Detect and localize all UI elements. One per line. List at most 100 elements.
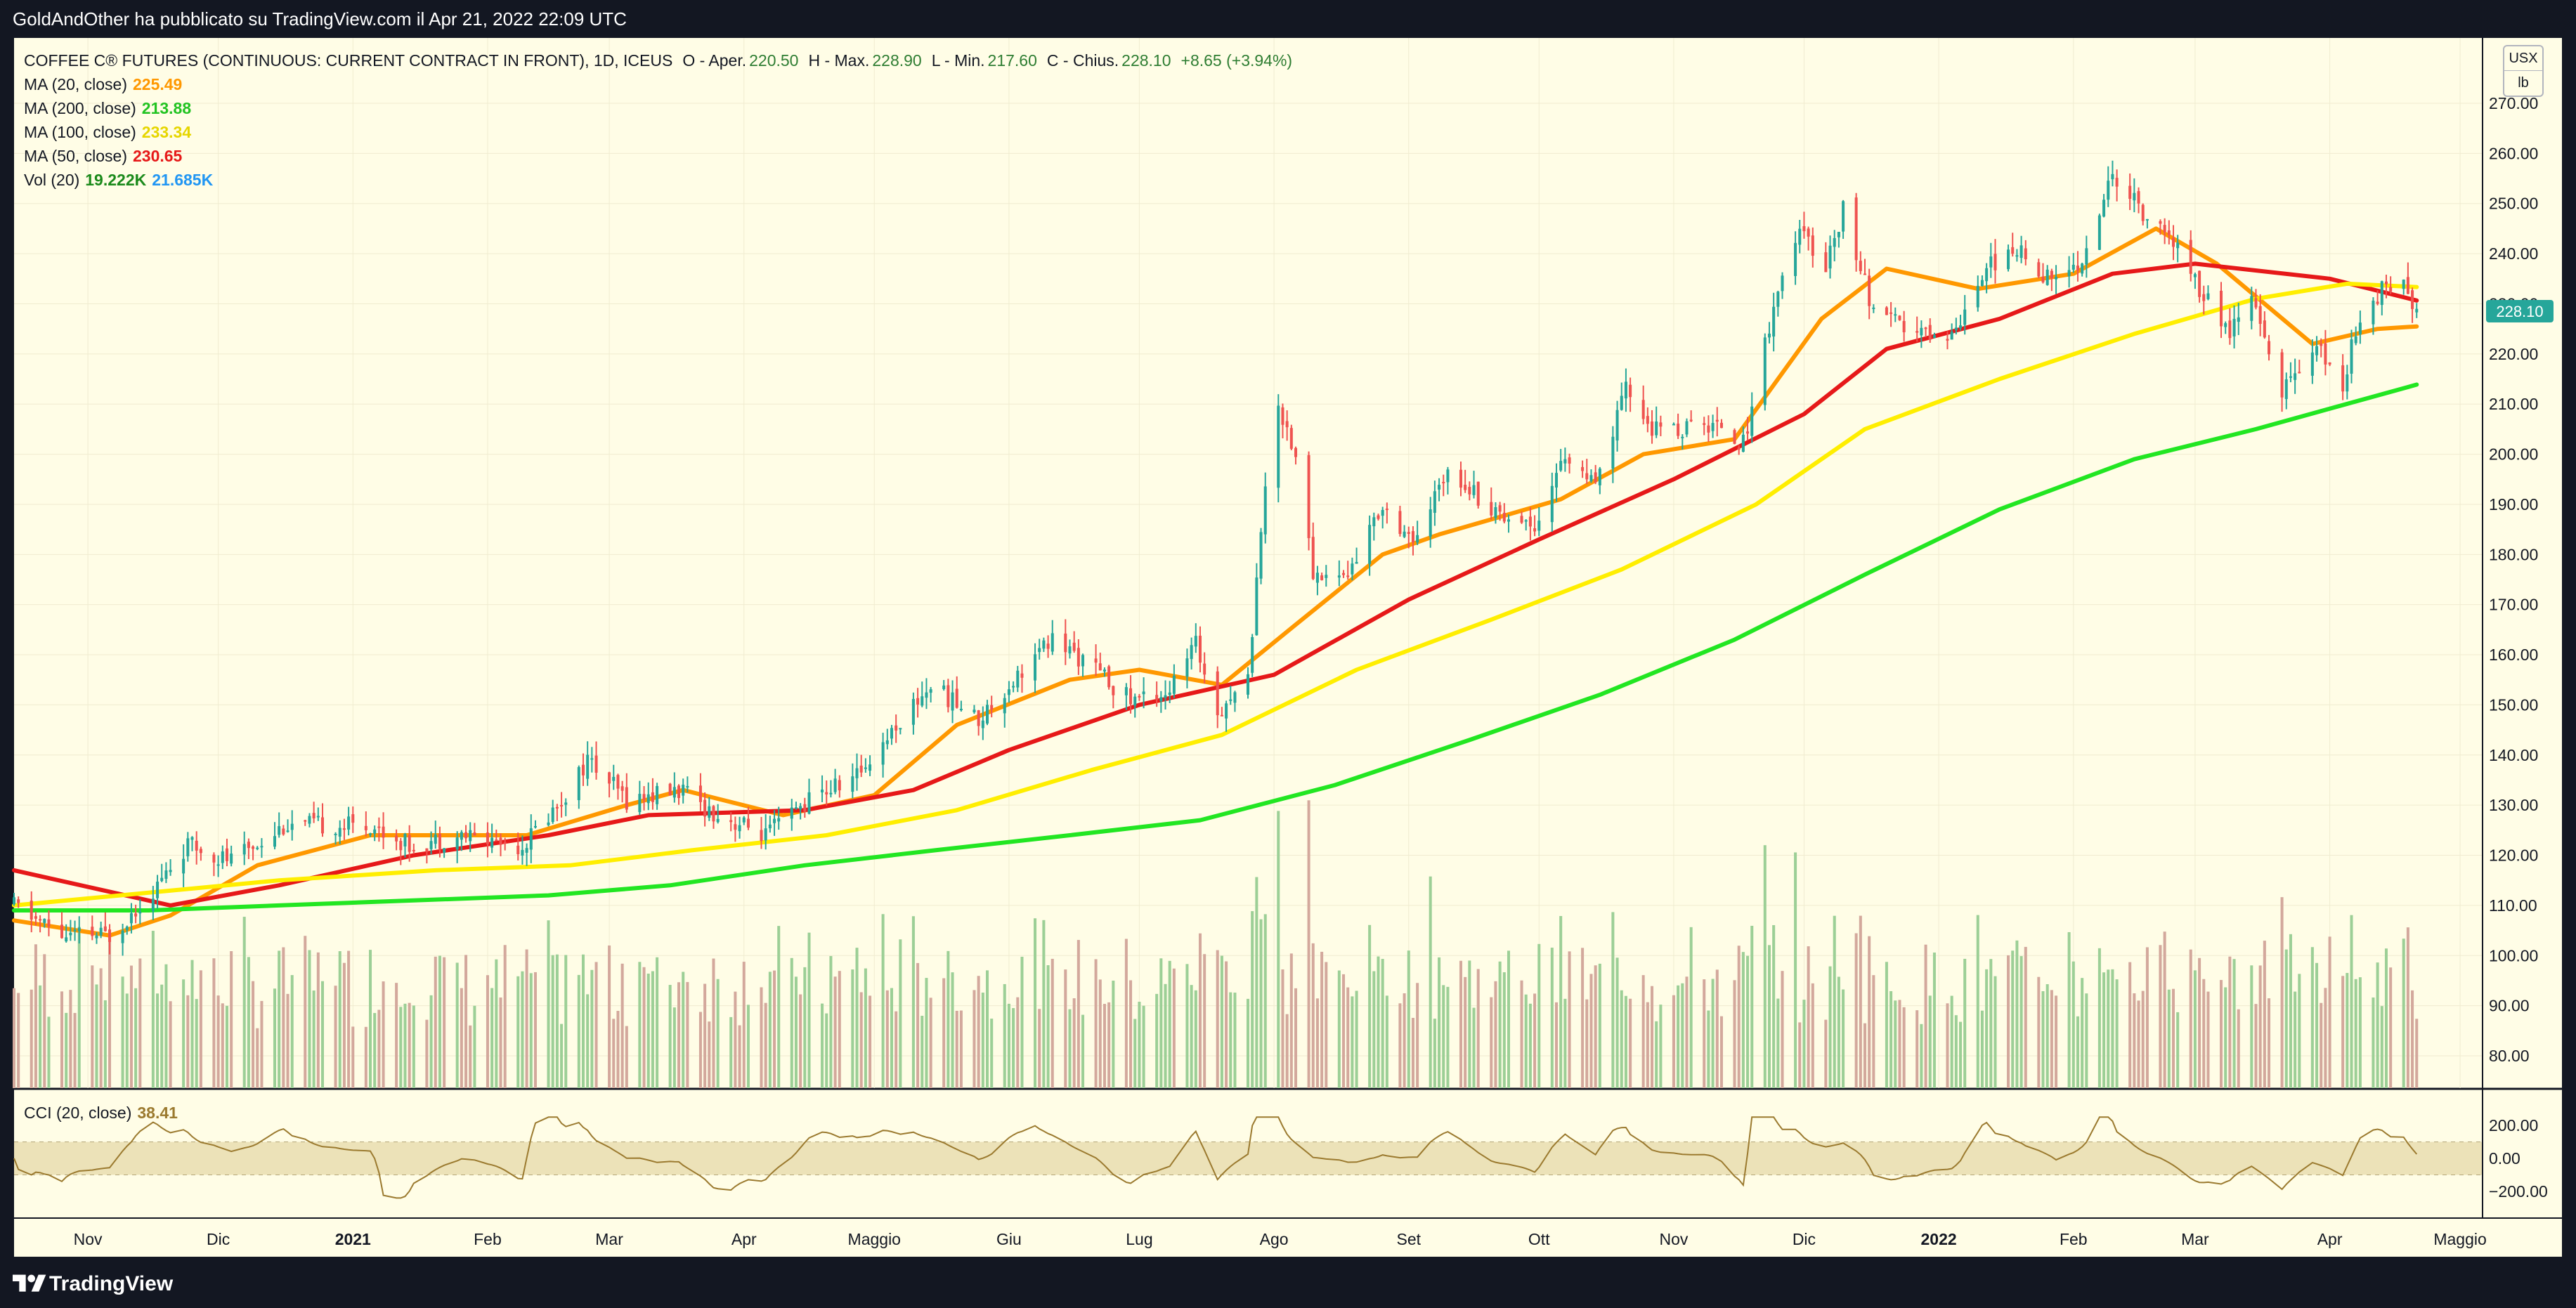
candle-body (1155, 695, 1159, 700)
volume-bar (1112, 980, 1115, 1088)
low-value: 217.60 (987, 51, 1037, 70)
candle-body (1954, 327, 1958, 330)
candle-body (729, 820, 733, 823)
volume-bar (486, 975, 489, 1088)
candle-body (60, 924, 64, 939)
volume-bar (2055, 995, 2058, 1088)
time-tick-label: Maggio (2433, 1230, 2486, 1248)
volume-bar (182, 979, 186, 1088)
candle-body (2037, 262, 2041, 277)
volume-bar (1798, 1022, 1802, 1088)
volume-bar (2045, 984, 2049, 1088)
volume-bar (1581, 948, 1585, 1088)
candle-body (551, 807, 554, 823)
time-tick-label: Giu (996, 1230, 1022, 1248)
candle-body (1355, 561, 1358, 564)
price-chart[interactable]: 80.00 90.00 100.00 110.00 120.00 130.00 140.00… (0, 0, 2576, 1260)
candle-body (129, 913, 133, 924)
volume-bar (212, 958, 216, 1088)
candle-body (1325, 575, 1328, 578)
volume-bar (290, 975, 294, 1088)
volume-bar (1337, 970, 1341, 1088)
candle-body (1190, 645, 1193, 660)
candle-body (1833, 237, 1836, 247)
volume-bar (642, 967, 646, 1088)
candle-body (1381, 509, 1384, 516)
currency-unit-button[interactable]: USX lb (2503, 45, 2544, 97)
candle-body (703, 799, 707, 817)
volume-bar (1198, 933, 1202, 1088)
volume-bar (1507, 950, 1510, 1088)
ma20-legend[interactable]: MA (20, close) 225.49 (24, 73, 182, 96)
volume-bar (2176, 1012, 2180, 1088)
volume-bar (2224, 987, 2227, 1088)
price-tick-label: 250.00 (2489, 195, 2538, 213)
candle-body (1464, 485, 1467, 490)
symbol-title: COFFEE C® FUTURES (CONTINUOUS: CURRENT C… (24, 51, 673, 70)
volume-bar (1325, 962, 1328, 1088)
volume-bar (1985, 969, 1989, 1088)
candle-body (929, 689, 932, 693)
candle-body (646, 794, 650, 804)
cci-legend[interactable]: CCI (20, close) 38.41 (24, 1101, 178, 1124)
volume-bar (282, 947, 285, 1088)
ma-line (12, 261, 2419, 908)
candle-body (169, 870, 172, 872)
candle-body (2380, 281, 2383, 306)
ma200-legend[interactable]: MA (200, close) 213.88 (24, 97, 191, 119)
volume-bar (34, 944, 37, 1088)
ma50-legend[interactable]: MA (50, close) 230.65 (24, 145, 182, 167)
candle-body (925, 692, 928, 698)
volume-bar (2358, 977, 2362, 1088)
symbol-legend[interactable]: COFFEE C® FUTURES (CONTINUOUS: CURRENT C… (24, 49, 1292, 72)
volume-bar (890, 988, 893, 1088)
candle-body (30, 901, 33, 920)
cci-label: CCI (20, close) (24, 1104, 132, 1122)
candle-body (1685, 421, 1689, 435)
time-tick-label: Ago (1260, 1230, 1289, 1248)
volume-bar (855, 948, 859, 1088)
candle-body (1320, 575, 1324, 580)
price-axis[interactable] (2483, 38, 2562, 1217)
time-tick-label: Nov (74, 1230, 103, 1248)
volume-bar (403, 1003, 407, 1088)
volume-bar (2137, 1000, 2140, 1088)
candle-body (2354, 336, 2357, 344)
candle-body (955, 688, 958, 708)
volume-bar (1781, 971, 1784, 1088)
ma100-legend[interactable]: MA (100, close) 233.34 (24, 121, 191, 143)
candle-body (1225, 703, 1228, 719)
volume-bar (981, 993, 984, 1088)
main-pane[interactable] (14, 38, 2482, 1088)
candle-body (2133, 192, 2136, 201)
candle-body (1007, 689, 1010, 695)
volume-bar (278, 950, 281, 1088)
candle-body (799, 806, 802, 810)
volume-bar (1563, 998, 1567, 1088)
volume-bar (1007, 1003, 1010, 1088)
time-axis[interactable] (14, 1219, 2562, 1257)
candle-body (1046, 643, 1050, 649)
volume-bar (1611, 912, 1615, 1088)
volume-bar (921, 1016, 924, 1088)
volume-bar (1889, 990, 1893, 1088)
candle-body (1403, 531, 1406, 537)
candle-body (2406, 277, 2409, 294)
volume-bar (712, 958, 715, 1088)
volume-bar (160, 984, 164, 1088)
volume-bar (1629, 998, 1632, 1088)
candle-body (1807, 228, 1810, 237)
volume-bar (77, 927, 81, 1088)
volume-bar (1528, 1003, 1532, 1088)
candles (12, 160, 2419, 956)
price-tick-label: 260.00 (2489, 144, 2538, 162)
candle-body (959, 709, 963, 711)
candle-body (1281, 407, 1284, 425)
candle-body (668, 783, 672, 796)
candle-body (738, 825, 741, 832)
candle-body (438, 833, 441, 849)
candle-body (586, 754, 590, 779)
volume-legend[interactable]: Vol (20) 19.222K 21.685K (24, 169, 213, 191)
open-label: O - Aper. (682, 51, 747, 70)
candle-body (195, 840, 198, 851)
